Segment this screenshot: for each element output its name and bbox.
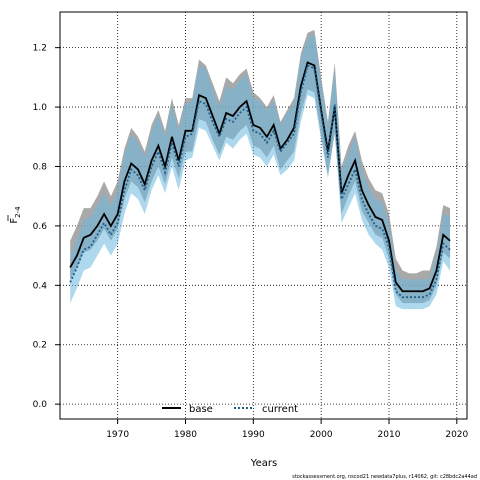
confidence-band-current — [70, 32, 451, 310]
x-tick-label: 1980 — [174, 430, 197, 440]
legend-base-label: base — [189, 404, 213, 415]
plot-frame — [59, 11, 468, 420]
legend-current-label: current — [262, 404, 298, 415]
x-tick-label: 2010 — [378, 430, 401, 440]
x-tick-label: 2020 — [445, 430, 468, 440]
y-tick-label: 1.0 — [33, 103, 48, 113]
x-tick-label: 1990 — [242, 430, 265, 440]
series-line-current — [69, 64, 451, 299]
y-axis-title-main: F — [9, 218, 20, 224]
series-lines — [69, 61, 451, 299]
y-axis: 0.0 0.2 0.4 0.6 0.8 1.0 1.2 — [33, 44, 60, 410]
y-tick-label: 0.4 — [33, 281, 48, 291]
confidence-bands — [70, 29, 451, 310]
x-tick-label: 2000 — [310, 430, 333, 440]
y-axis-title: F2-4 — [7, 206, 22, 224]
credit-text: stockassessment.org, nscod21 newdata7plu… — [292, 474, 477, 480]
legend: base current — [162, 404, 298, 415]
x-axis: 1970 1980 1990 2000 2010 2020 — [106, 419, 469, 440]
x-tick-label: 1970 — [106, 430, 129, 440]
svg-text:F2-4: F2-4 — [9, 206, 22, 224]
series-line-base — [69, 61, 451, 293]
y-tick-label: 0.6 — [33, 222, 48, 232]
y-tick-label: 0.8 — [33, 162, 48, 172]
y-tick-label: 1.2 — [33, 44, 47, 54]
y-axis-title-subscript: 2-4 — [14, 206, 22, 218]
y-tick-label: 0.2 — [33, 341, 47, 351]
x-axis-title: Years — [250, 458, 277, 469]
y-tick-label: 0.0 — [33, 400, 48, 410]
